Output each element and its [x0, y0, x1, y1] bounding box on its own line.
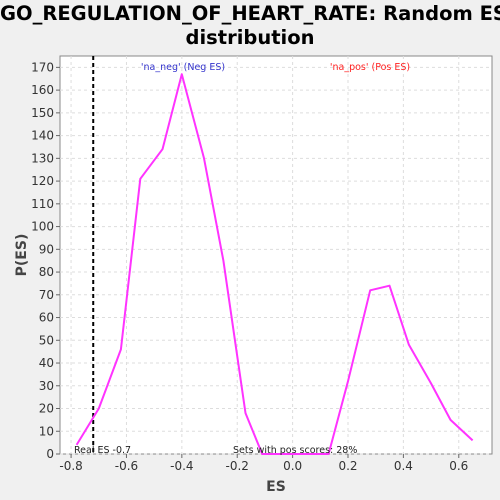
x-axis-title: ES: [266, 479, 286, 495]
x-tick-label: 0.0: [283, 459, 302, 473]
y-tick-label: 0: [46, 447, 54, 461]
chart-title-line-2: distribution: [185, 26, 315, 49]
x-tick-label: 0.4: [394, 459, 413, 473]
x-tick-label: -0.2: [226, 459, 249, 473]
y-tick-label: 50: [39, 333, 54, 347]
y-tick-label: 60: [39, 311, 54, 325]
x-tick-label: -0.8: [59, 459, 82, 473]
y-tick-label: 80: [39, 265, 54, 279]
y-tick-label: 170: [31, 60, 54, 74]
x-tick-label: 0.6: [449, 459, 468, 473]
plot-area: [59, 55, 493, 455]
y-axis-title: P(ES): [14, 234, 30, 277]
x-tick-label: -0.4: [170, 459, 193, 473]
y-tick-label: 90: [39, 242, 54, 256]
axis-layer: 0 10 20 30 40 50 60 70 80 90 100 110 120 130 140 150 160…: [31, 60, 468, 473]
pos-legend-label: 'na_pos' (Pos ES): [330, 62, 410, 73]
y-tick-label: 110: [31, 197, 54, 211]
annot-layer: 'na_neg' (Neg ES) 'na_pos' (Pos ES) Real…: [74, 62, 410, 456]
y-tick-label: 130: [31, 151, 54, 165]
y-tick-label: 150: [31, 106, 54, 120]
real-es-label: Real ES -0.7: [74, 445, 131, 456]
pos-scores-label: Sets with pos scores: 28%: [233, 445, 357, 456]
y-tick-label: 20: [39, 402, 54, 416]
chart-title: GO_REGULATION_OF_HEART_RATE: Random ES d…: [0, 2, 500, 50]
y-tick-label: 140: [31, 129, 54, 143]
y-tick-label: 40: [39, 356, 54, 370]
x-tick-label: 0.2: [338, 459, 357, 473]
es-distribution-line: [75, 73, 474, 455]
y-tick-label: 10: [39, 424, 54, 438]
neg-legend-label: 'na_neg' (Neg ES): [141, 62, 225, 73]
y-tick-label: 120: [31, 174, 54, 188]
y-tick-label: 160: [31, 83, 54, 97]
chart-title-line-1: GO_REGULATION_OF_HEART_RATE: Random ES: [0, 2, 500, 25]
x-tick-label: -0.6: [115, 459, 138, 473]
y-tick-label: 100: [31, 220, 54, 234]
series-layer: [75, 73, 474, 455]
y-tick-label: 30: [39, 379, 54, 393]
y-tick-label: 70: [39, 288, 54, 302]
